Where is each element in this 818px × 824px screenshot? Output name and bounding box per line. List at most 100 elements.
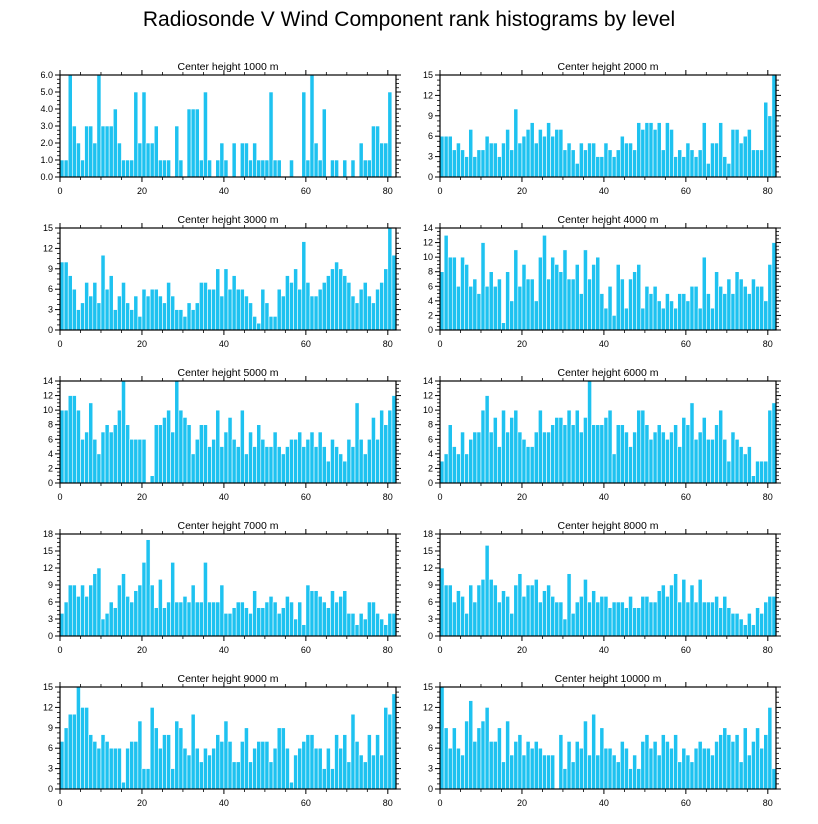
bar-73 (738, 142, 744, 178)
bar-31 (186, 108, 192, 178)
bar-80 (387, 91, 393, 178)
bar-28 (174, 309, 180, 331)
bar-7 (468, 129, 474, 178)
bar-77 (375, 734, 380, 790)
bar-57 (673, 307, 678, 331)
x-tick-label: 0 (437, 339, 442, 349)
bar-72 (354, 624, 360, 637)
y-tick-label: 6 (428, 281, 433, 291)
bar-10 (480, 242, 486, 331)
bar-72 (354, 741, 360, 790)
bar-21 (145, 142, 151, 178)
bar-10 (100, 734, 106, 790)
bar-1 (63, 727, 69, 790)
bar-38 (215, 159, 221, 178)
bar-56 (669, 300, 674, 331)
bar-75 (367, 295, 372, 331)
bar-15 (121, 380, 126, 484)
bar-59 (301, 624, 307, 637)
bar-1 (443, 584, 449, 637)
bar-7 (468, 700, 474, 790)
bar-5 (460, 431, 465, 484)
bar-75 (747, 613, 752, 637)
bar-49 (640, 307, 646, 331)
bar-0 (439, 271, 445, 331)
bar-36 (207, 754, 212, 790)
x-tick-label: 20 (517, 339, 527, 349)
bar-46 (628, 768, 633, 790)
bar-51 (268, 761, 274, 790)
bar-45 (624, 307, 629, 331)
bar-60 (305, 159, 311, 178)
bar-43 (615, 761, 621, 790)
bar-46 (248, 302, 253, 331)
bar-69 (722, 596, 728, 637)
bar-40 (223, 431, 229, 484)
bar-60 (685, 424, 691, 484)
x-tick-label: 60 (681, 339, 691, 349)
bar-65 (706, 438, 711, 484)
bar-54 (280, 453, 286, 484)
bar-4 (456, 590, 461, 637)
bar-15 (501, 761, 506, 790)
bar-27 (550, 135, 556, 178)
bar-66 (330, 590, 335, 637)
bar-55 (665, 293, 670, 331)
bar-53 (276, 727, 282, 790)
bar-65 (326, 607, 331, 637)
bar-37 (591, 424, 597, 484)
bar-22 (529, 584, 535, 637)
bar-1 (443, 234, 449, 331)
bar-22 (529, 446, 535, 484)
bar-34 (199, 159, 204, 178)
bar-28 (174, 720, 180, 790)
bar-22 (149, 288, 155, 331)
bar-56 (669, 584, 674, 637)
bar-63 (697, 307, 703, 331)
x-tick-label: 40 (219, 186, 229, 196)
bar-71 (730, 741, 736, 790)
bar-38 (215, 268, 221, 331)
bar-25 (162, 734, 167, 790)
bar-62 (313, 590, 319, 637)
panel-10: Center height 10000 m 0 3 6 9 12 15 0 20 40 60 80 (423, 673, 781, 808)
bar-64 (701, 601, 707, 637)
bar-58 (677, 601, 683, 637)
bar-25 (542, 431, 547, 484)
bar-72 (734, 734, 740, 790)
bar-37 (591, 713, 597, 790)
bar-62 (693, 285, 699, 331)
bar-8 (472, 741, 478, 790)
bar-15 (501, 322, 506, 331)
bar-79 (383, 142, 389, 178)
bar-36 (207, 601, 212, 637)
bar-12 (108, 125, 114, 178)
bar-35 (203, 747, 208, 790)
bar-5 (80, 159, 85, 178)
y-tick-label: 2 (48, 463, 53, 473)
bar-6 (464, 156, 469, 178)
y-tick-label: 6 (428, 597, 433, 607)
bar-6 (84, 431, 89, 484)
bar-31 (566, 142, 572, 178)
bar-81 (771, 402, 777, 484)
bar-5 (460, 256, 465, 331)
bar-31 (186, 754, 192, 790)
bar-74 (742, 624, 748, 637)
bar-64 (701, 417, 707, 484)
bar-17 (509, 613, 515, 637)
bar-52 (272, 431, 278, 484)
x-tick-label: 80 (383, 798, 393, 808)
bar-58 (677, 761, 683, 790)
bar-20 (521, 264, 527, 331)
y-tick-label: 3 (48, 305, 53, 315)
x-tick-label: 60 (301, 186, 311, 196)
bar-41 (607, 409, 613, 484)
bar-44 (239, 601, 245, 637)
bar-73 (358, 754, 364, 790)
bar-7 (88, 125, 94, 178)
y-tick-label: 6 (428, 743, 433, 753)
bar-23 (153, 607, 159, 637)
bar-46 (248, 613, 253, 637)
bar-7 (88, 584, 94, 637)
